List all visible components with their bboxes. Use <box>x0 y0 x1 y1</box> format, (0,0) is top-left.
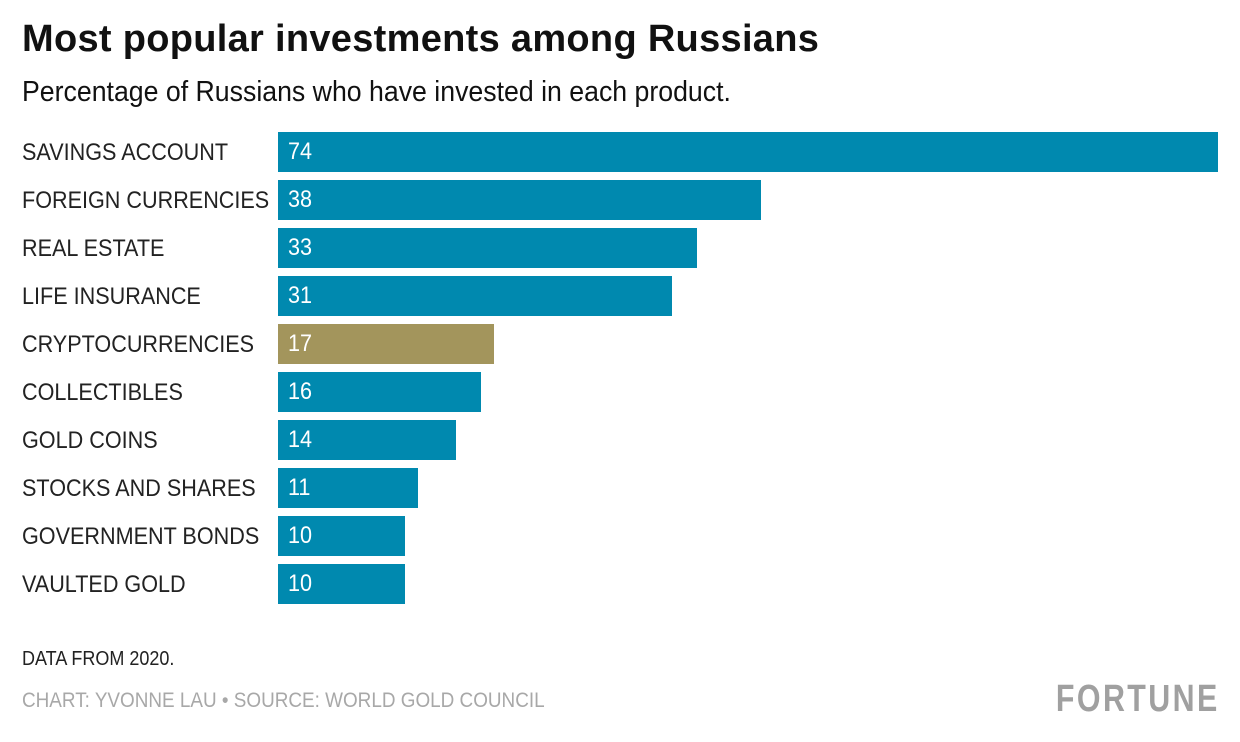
chart-title: Most popular investments among Russians <box>22 18 820 60</box>
category-label: GOLD COINS <box>22 427 158 454</box>
category-label: STOCKS AND SHARES <box>22 475 256 502</box>
category-label: FOREIGN CURRENCIES <box>22 187 270 214</box>
category-label: VAULTED GOLD <box>22 571 186 598</box>
bar: 74 <box>278 132 1218 172</box>
value-label: 11 <box>288 474 311 501</box>
bar: 14 <box>278 420 456 460</box>
value-label: 10 <box>288 522 313 549</box>
bar: 11 <box>278 468 418 508</box>
bar: 10 <box>278 564 406 604</box>
category-label: SAVINGS ACCOUNT <box>22 139 229 166</box>
fortune-logo: FORTUNE <box>1056 678 1220 720</box>
chart-subtitle: Percentage of Russians who have invested… <box>22 76 731 108</box>
value-label: 31 <box>288 282 313 309</box>
bar: 31 <box>278 276 672 316</box>
value-label: 38 <box>288 186 313 213</box>
value-label: 16 <box>288 378 313 405</box>
category-label: GOVERNMENT BONDS <box>22 523 260 550</box>
bar: 33 <box>278 228 698 268</box>
value-label: 17 <box>288 330 313 357</box>
data-note: DATA FROM 2020. <box>22 648 175 670</box>
category-label: COLLECTIBLES <box>22 379 183 406</box>
category-label: LIFE INSURANCE <box>22 283 201 310</box>
category-label: REAL ESTATE <box>22 235 165 262</box>
bar: 10 <box>278 516 406 556</box>
category-label: CRYPTOCURRENCIES <box>22 331 255 358</box>
bar: 17 <box>278 324 494 364</box>
bar: 38 <box>278 180 761 220</box>
source-credit: CHART: YVONNE LAU • SOURCE: WORLD GOLD C… <box>22 689 545 712</box>
value-label: 74 <box>288 138 313 165</box>
value-label: 14 <box>288 426 313 453</box>
value-label: 33 <box>288 234 313 261</box>
value-label: 10 <box>288 570 313 597</box>
bar: 16 <box>278 372 482 412</box>
